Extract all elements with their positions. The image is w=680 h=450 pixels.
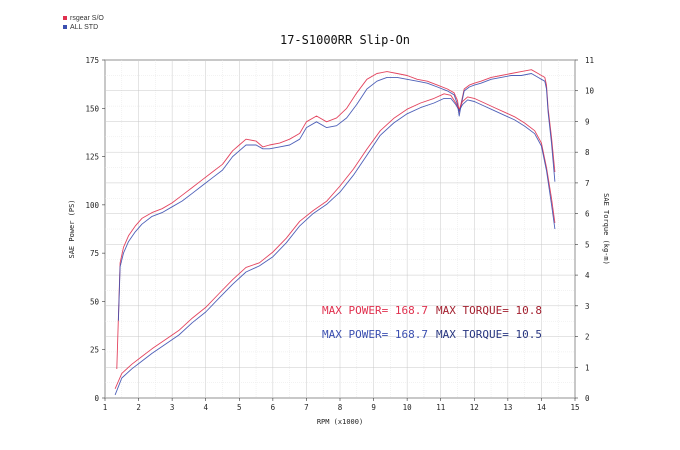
x-tick-label: 1 [103,403,108,412]
y-left-tick-label: 25 [90,346,99,355]
y-right-tick-label: 2 [585,333,590,342]
y-right-tick-label: 11 [585,56,594,65]
y-axis-left-ticks: 0 25 50 75 100 125 150 175 [85,56,105,403]
y-left-tick-label: 100 [85,201,99,210]
std-power-line [117,73,556,321]
annotation-rsgear-max-torque: MAX TORQUE= 10.8 [436,304,542,317]
y-right-tick-label: 7 [585,179,590,188]
x-tick-label: 10 [403,403,413,412]
annotation-std-max-torque: MAX TORQUE= 10.5 [436,328,542,341]
chart-title: 17-S1000RR Slip-On [280,33,410,47]
x-tick-label: 5 [237,403,242,412]
y-right-tick-label: 6 [585,210,590,219]
y-right-tick-label: 1 [585,363,590,372]
legend-swatch-rsgear [63,16,67,20]
x-tick-label: 15 [570,403,579,412]
x-tick-label: 2 [136,403,141,412]
y-axis-right-ticks: 0 1 2 3 4 5 6 7 8 9 10 11 [575,56,595,403]
x-tick-label: 8 [338,403,343,412]
legend-label-rsgear: rsgear S/O [70,15,104,22]
x-tick-label: 3 [170,403,175,412]
y-left-tick-label: 175 [85,56,99,65]
y-left-tick-label: 75 [90,249,99,258]
legend-label-std: ALL STD [70,24,98,31]
y-right-tick-label: 9 [585,117,590,126]
x-tick-label: 13 [503,403,512,412]
grid [104,59,576,399]
y-left-tick-label: 125 [85,153,99,162]
annotation-std-max-power: MAX POWER= 168.7 [322,328,428,341]
x-axis-ticks: 1 2 3 4 5 6 7 8 9 10 11 12 13 14 15 [103,398,580,412]
x-axis-label: RPM (x1000) [317,418,363,426]
x-tick-label: 11 [436,403,445,412]
y-left-tick-label: 0 [94,394,99,403]
y-right-tick-label: 3 [585,302,590,311]
y-right-tick-label: 10 [585,87,595,96]
y-right-tick-label: 4 [585,271,590,280]
y-left-tick-label: 150 [85,104,99,113]
y-right-tick-label: 0 [585,394,590,403]
x-tick-label: 9 [371,403,376,412]
std-torque-line [114,97,556,396]
y-axis-left-label: SAE Power (PS) [68,199,76,258]
y-right-tick-label: 5 [585,240,590,249]
x-tick-label: 12 [470,403,479,412]
x-tick-label: 4 [203,403,208,412]
y-left-tick-label: 50 [90,297,100,306]
y-right-tick-label: 8 [585,148,590,157]
rsgear-power-line [116,69,556,370]
legend: rsgear S/O ALL STD [63,15,104,31]
x-tick-label: 6 [271,403,276,412]
x-tick-label: 14 [537,403,547,412]
y-axis-right-label: SAE Torque (kg-m) [602,193,610,265]
legend-swatch-std [63,25,67,29]
series-lines [114,69,556,396]
rsgear-torque-line [114,93,556,389]
x-tick-label: 7 [304,403,309,412]
annotation-rsgear-max-power: MAX POWER= 168.7 [322,304,428,317]
